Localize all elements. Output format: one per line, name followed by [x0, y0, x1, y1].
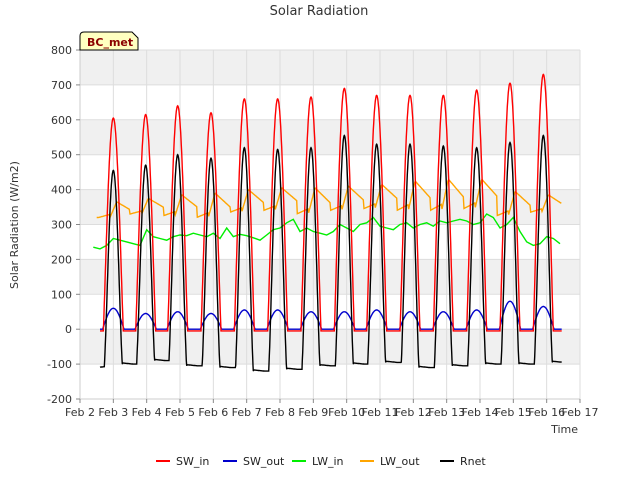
y-tick-label: 200 [51, 253, 72, 266]
legend-label: Rnet [460, 455, 486, 468]
x-tick-label: Feb 13 [428, 406, 465, 419]
x-axis-label: Time [550, 423, 578, 436]
plot-band [80, 259, 580, 295]
x-axis-ticks: Feb 2 Feb 3 Feb 4 Feb 5 Feb 6 Feb 7 Feb 8 Feb 9… [65, 399, 598, 419]
plot-band [80, 50, 580, 85]
x-tick-label: Feb 4 [132, 406, 162, 419]
x-tick-label: Feb 9 [298, 406, 328, 419]
plot-band [80, 119, 580, 155]
x-tick-label: Feb 7 [232, 406, 262, 419]
x-tick-label: Feb 8 [265, 406, 295, 419]
y-tick-label: 100 [51, 288, 72, 301]
y-tick-label: 800 [51, 44, 72, 57]
legend-label: SW_out [243, 455, 285, 468]
series-line-sw-in [100, 73, 562, 332]
x-tick-label: Feb 16 [528, 406, 565, 419]
x-tick-label: Feb 5 [165, 406, 195, 419]
y-axis-ticks: -200 -100 0 100 200 300 400 500 600 700 800 [47, 44, 80, 406]
legend-label: LW_out [380, 455, 420, 468]
plot-band [80, 329, 580, 365]
site-badge: BC_met [79, 31, 139, 51]
y-tick-label: 300 [51, 219, 72, 232]
series-line-rnet [99, 134, 562, 372]
y-tick-label: 400 [51, 184, 72, 197]
x-tick-label: Feb 3 [98, 406, 128, 419]
x-tick-label: Feb 6 [198, 406, 228, 419]
y-tick-label: 0 [65, 323, 72, 336]
x-tick-label: Feb 14 [462, 406, 499, 419]
grid-lines [79, 49, 581, 400]
y-tick-label: 700 [51, 79, 72, 92]
chart-title: Solar Radiation [270, 4, 369, 19]
x-tick-label: Feb 12 [395, 406, 432, 419]
y-tick-label: 500 [51, 149, 72, 162]
x-tick-label: Feb 15 [495, 406, 532, 419]
x-tick-label: Feb 10 [328, 406, 365, 419]
x-tick-label: Feb 17 [562, 406, 599, 419]
y-tick-label: 600 [51, 114, 72, 127]
legend-label: SW_in [176, 455, 209, 468]
legend: SW_in SW_out LW_in LW_out Rnet [156, 455, 486, 468]
y-axis-label: Solar Radiation (W/m2) [8, 161, 21, 289]
y-tick-label: -100 [47, 358, 72, 371]
y-tick-label: -200 [47, 393, 72, 406]
series-line-sw-out [100, 300, 562, 330]
badge-label: BC_met [87, 36, 133, 49]
legend-label: LW_in [312, 455, 344, 468]
x-tick-label: Feb 2 [65, 406, 95, 419]
x-tick-label: Feb 11 [362, 406, 399, 419]
series-lines [93, 73, 562, 372]
